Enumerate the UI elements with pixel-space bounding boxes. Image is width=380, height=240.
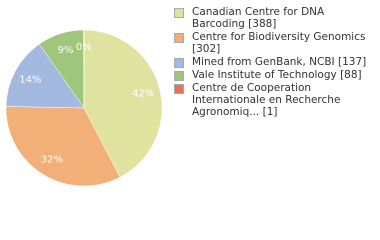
slice-label: 9% xyxy=(58,45,74,56)
slice-label: 42% xyxy=(132,89,154,100)
pie-slice xyxy=(5,43,85,109)
slice-label: 14% xyxy=(19,74,41,85)
legend: Canadian Centre for DNA Barcoding [388] C… xyxy=(174,6,374,119)
legend-label: Mined from GenBank, NCBI [137] xyxy=(192,56,367,68)
legend-swatch xyxy=(174,71,184,81)
legend-swatch xyxy=(174,84,184,94)
legend-item: Centre for Biodiversity Genomics [302] xyxy=(174,31,367,55)
legend-label: Vale Institute of Technology [88] xyxy=(192,69,362,81)
slice-label: 0% xyxy=(76,42,92,53)
legend-label: Centre de Cooperation Internationale en … xyxy=(192,82,341,118)
legend-item: Mined from GenBank, NCBI [137] xyxy=(174,56,367,68)
legend-swatch xyxy=(174,58,184,68)
legend-label: Canadian Centre for DNA Barcoding [388] xyxy=(192,6,325,30)
pie-slice xyxy=(83,29,85,109)
legend-item: Vale Institute of Technology [88] xyxy=(174,69,367,81)
pie-chart: 42% 32% 14% 9% 0% xyxy=(5,29,163,187)
legend-swatch xyxy=(174,33,184,43)
legend-item: Centre de Cooperation Internationale en … xyxy=(174,82,367,118)
legend-label: Centre for Biodiversity Genomics [302] xyxy=(192,31,366,55)
pie-slice xyxy=(5,106,121,187)
pie-slice xyxy=(83,29,163,178)
legend-swatch xyxy=(174,8,184,18)
slice-label: 32% xyxy=(41,155,63,166)
legend-item: Canadian Centre for DNA Barcoding [388] xyxy=(174,6,367,30)
